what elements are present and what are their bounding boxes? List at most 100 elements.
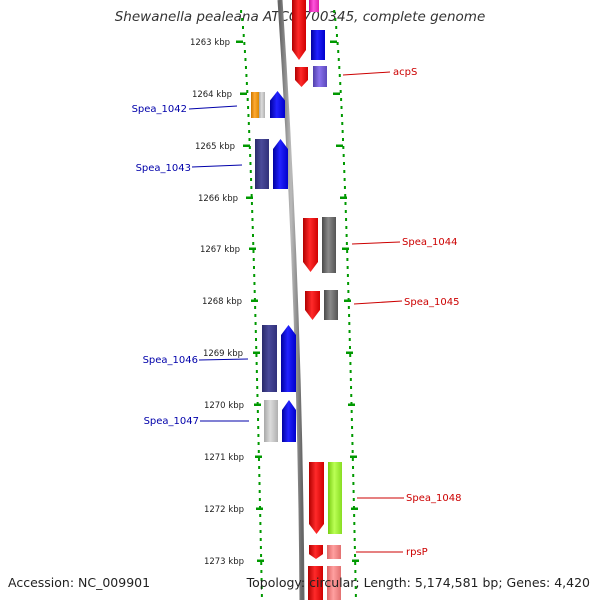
ruler-dot: [343, 186, 346, 189]
ruler-dot: [348, 338, 351, 341]
ruler-dot: [348, 346, 351, 349]
ruler-dot: [345, 218, 348, 221]
cog-box: [262, 325, 277, 392]
ruler-dot: [240, 10, 243, 13]
ruler-dot: [343, 170, 346, 173]
gene-arrow: [303, 218, 318, 272]
ruler-dot: [342, 146, 345, 149]
ruler-dot: [254, 314, 257, 317]
ruler-dot: [243, 50, 246, 53]
ruler-dot: [340, 114, 343, 117]
ruler-dot: [249, 170, 252, 173]
ruler-dot: [341, 138, 344, 141]
ruler-dot: [247, 106, 250, 109]
ruler-dot: [241, 26, 244, 29]
genome-backbone: [277, 0, 305, 600]
ruler-dot: [255, 338, 258, 341]
ruler-major-tick: [330, 40, 337, 43]
ruler-dot: [247, 122, 250, 125]
callout-line: [342, 71, 391, 76]
ruler-dot: [349, 362, 352, 365]
ruler-dot: [255, 354, 258, 357]
cog-box: [264, 400, 278, 442]
gene-arrow: [292, 0, 306, 60]
ruler-dots: [236, 10, 359, 597]
ruler-major-tick: [240, 92, 247, 95]
ruler-dot: [248, 138, 251, 141]
ruler-dot: [354, 562, 357, 565]
ruler-major-tick: [342, 247, 349, 250]
ruler-major-tick: [257, 559, 264, 562]
ruler-dot: [349, 354, 352, 357]
gene-label-spea-1048[interactable]: Spea_1048: [406, 493, 461, 504]
ruler-dot: [349, 370, 352, 373]
ruler-dot: [255, 370, 258, 373]
ruler-label: 1269 kbp: [203, 349, 243, 359]
gene-label-acps[interactable]: acpS: [393, 67, 417, 78]
ruler-dot: [260, 578, 263, 581]
ruler-major-tick: [344, 299, 351, 302]
gene-label-spea-1042[interactable]: Spea_1042: [132, 104, 187, 115]
gene-label-spea-1046[interactable]: Spea_1046: [143, 355, 198, 366]
ruler-dot: [251, 226, 254, 229]
ruler-major-tick: [350, 455, 357, 458]
ruler-dot: [335, 34, 338, 37]
gene-label-spea-1045[interactable]: Spea_1045: [404, 297, 459, 308]
ruler-dot: [253, 282, 256, 285]
cog-box: [322, 217, 336, 273]
gene-label-rpsp[interactable]: rpsP: [406, 547, 428, 558]
ruler-dot: [350, 418, 353, 421]
ruler-dot: [352, 474, 355, 477]
ruler-dot: [257, 418, 260, 421]
ruler-dot: [259, 530, 262, 533]
ruler-dot: [342, 154, 345, 157]
ruler-major-tick: [256, 507, 263, 510]
ruler-label: 1268 kbp: [202, 297, 242, 307]
ruler-dot: [260, 570, 263, 573]
ruler-major-tick: [243, 144, 250, 147]
ruler-dot: [260, 586, 263, 589]
ruler-dot: [260, 594, 263, 597]
ruler-dot: [335, 26, 338, 29]
ruler-dot: [241, 18, 244, 21]
ruler-major-tick: [251, 299, 258, 302]
ruler-dot: [259, 522, 262, 525]
gene-callouts: acpS Spea_1042 Spea_1043 Spea_1044 Spea_…: [132, 67, 462, 558]
ruler-major-tick: [254, 403, 261, 406]
ruler-dot: [348, 314, 351, 317]
ruler-dot: [347, 290, 350, 293]
gene-arrow: [281, 325, 296, 392]
ruler-dot: [346, 274, 349, 277]
ruler-dot: [352, 498, 355, 501]
ruler-dot: [249, 154, 252, 157]
ruler-dot: [353, 546, 356, 549]
gene-label-spea-1047[interactable]: Spea_1047: [144, 416, 199, 427]
ruler-dot: [333, 10, 336, 13]
ruler-dot: [345, 242, 348, 245]
ruler-dot: [348, 330, 351, 333]
gene-layer: [251, 0, 342, 600]
ruler-dot: [259, 514, 262, 517]
ruler-dot: [252, 250, 255, 253]
ruler-dot: [351, 442, 354, 445]
ruler-dot: [249, 162, 252, 165]
ruler-dot: [254, 322, 257, 325]
ruler-dot: [337, 50, 340, 53]
ruler-dot: [258, 466, 261, 469]
ruler-dot: [248, 146, 251, 149]
ruler-dot: [344, 210, 347, 213]
ruler-major-tick: [255, 455, 262, 458]
ruler-label: 1263 kbp: [190, 38, 230, 48]
ruler-dot: [246, 90, 249, 93]
gene-label-spea-1043[interactable]: Spea_1043: [136, 163, 191, 174]
ruler-major-tick: [340, 196, 347, 199]
gene-label-spea-1044[interactable]: Spea_1044: [402, 237, 457, 248]
ruler-major-tick: [236, 40, 243, 43]
ruler-dot: [256, 410, 259, 413]
ruler-dot: [257, 458, 260, 461]
ruler-dot: [259, 538, 262, 541]
ruler-major-tick: [351, 507, 358, 510]
ruler-dot: [255, 346, 258, 349]
ruler-dot: [252, 266, 255, 269]
